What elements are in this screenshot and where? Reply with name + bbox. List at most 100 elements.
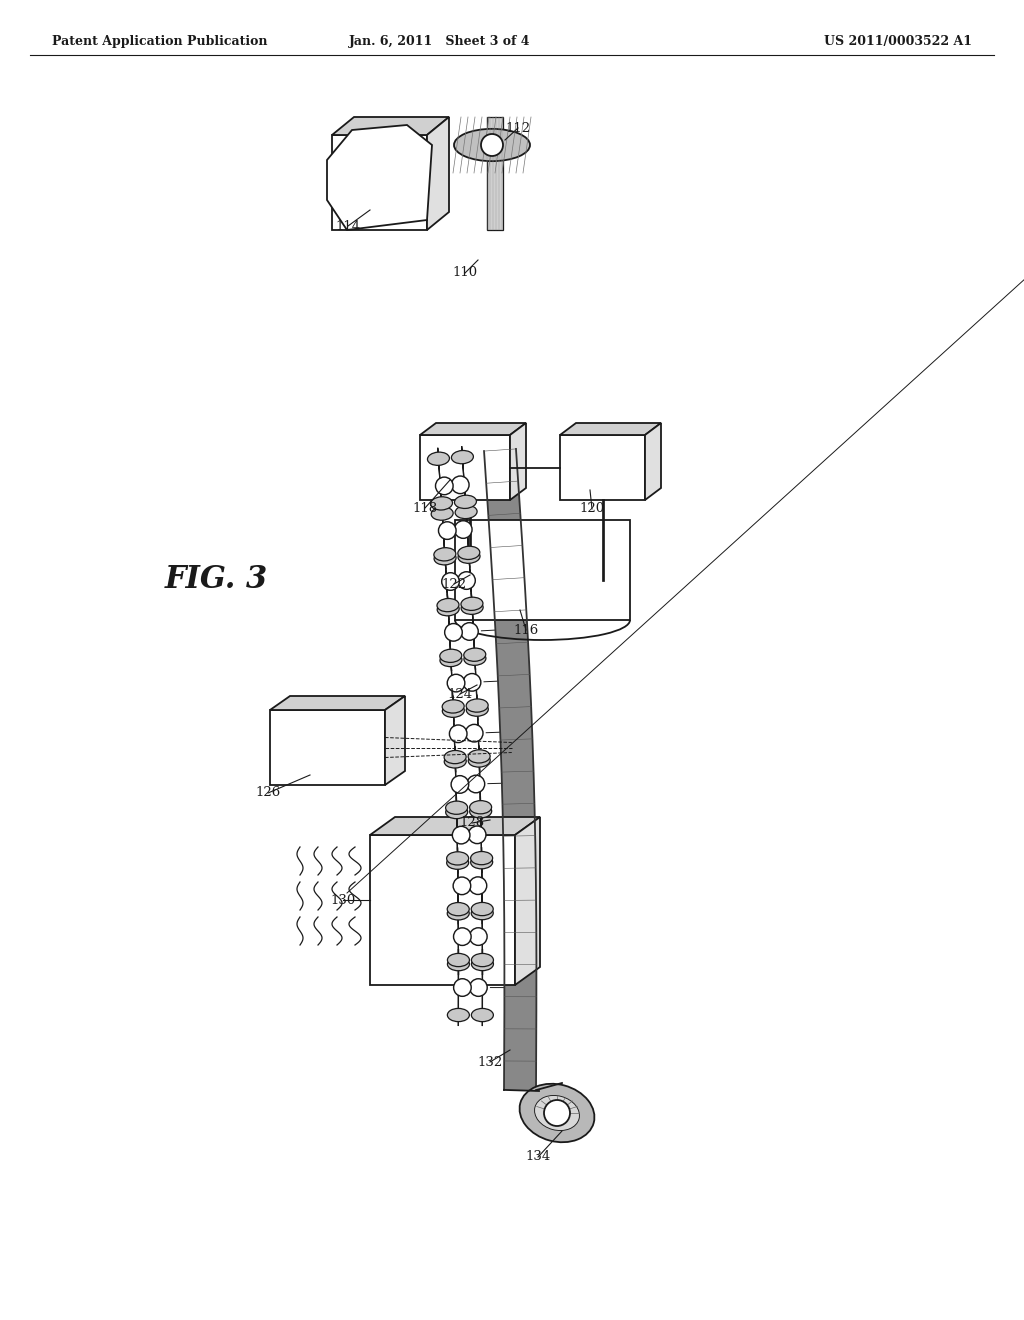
Ellipse shape bbox=[437, 603, 459, 616]
Ellipse shape bbox=[454, 129, 530, 161]
Polygon shape bbox=[370, 836, 515, 985]
Polygon shape bbox=[515, 817, 540, 985]
Ellipse shape bbox=[470, 805, 492, 818]
Ellipse shape bbox=[464, 648, 485, 661]
Ellipse shape bbox=[464, 652, 486, 665]
Circle shape bbox=[463, 673, 481, 692]
Ellipse shape bbox=[471, 855, 493, 869]
Polygon shape bbox=[332, 117, 449, 135]
Polygon shape bbox=[332, 135, 427, 230]
Ellipse shape bbox=[447, 953, 469, 966]
Text: FIG. 3: FIG. 3 bbox=[165, 565, 268, 595]
Ellipse shape bbox=[437, 598, 459, 611]
Polygon shape bbox=[451, 644, 454, 722]
Ellipse shape bbox=[466, 698, 488, 713]
Polygon shape bbox=[420, 422, 526, 436]
Text: 124: 124 bbox=[447, 688, 472, 701]
Ellipse shape bbox=[430, 496, 453, 510]
Circle shape bbox=[444, 623, 462, 642]
Ellipse shape bbox=[439, 649, 462, 663]
Ellipse shape bbox=[447, 907, 469, 920]
Polygon shape bbox=[510, 422, 526, 500]
Ellipse shape bbox=[440, 653, 462, 667]
Text: 134: 134 bbox=[525, 1151, 551, 1163]
Text: 110: 110 bbox=[453, 267, 477, 280]
Text: 122: 122 bbox=[441, 578, 467, 590]
Circle shape bbox=[470, 978, 487, 997]
Ellipse shape bbox=[466, 704, 488, 717]
Ellipse shape bbox=[468, 754, 490, 767]
Polygon shape bbox=[385, 696, 406, 785]
Text: 114: 114 bbox=[336, 219, 360, 232]
Text: US 2011/0003522 A1: US 2011/0003522 A1 bbox=[824, 36, 972, 48]
Polygon shape bbox=[453, 696, 456, 772]
Polygon shape bbox=[474, 644, 478, 721]
Ellipse shape bbox=[442, 704, 464, 717]
Circle shape bbox=[454, 928, 471, 945]
Text: 112: 112 bbox=[506, 121, 530, 135]
Ellipse shape bbox=[471, 851, 493, 865]
Ellipse shape bbox=[444, 751, 466, 764]
Ellipse shape bbox=[434, 548, 456, 561]
Text: Patent Application Publication: Patent Application Publication bbox=[52, 36, 267, 48]
Circle shape bbox=[468, 826, 486, 843]
Polygon shape bbox=[455, 520, 630, 620]
Ellipse shape bbox=[442, 700, 464, 713]
Ellipse shape bbox=[446, 857, 469, 870]
Ellipse shape bbox=[455, 506, 477, 519]
Polygon shape bbox=[427, 117, 449, 230]
Ellipse shape bbox=[471, 953, 494, 966]
Text: 120: 120 bbox=[580, 503, 604, 516]
Polygon shape bbox=[327, 125, 432, 230]
Circle shape bbox=[450, 725, 467, 743]
Polygon shape bbox=[480, 796, 482, 874]
Polygon shape bbox=[462, 446, 467, 523]
Polygon shape bbox=[444, 544, 449, 620]
Text: 126: 126 bbox=[255, 787, 281, 800]
Ellipse shape bbox=[461, 601, 483, 614]
Ellipse shape bbox=[455, 495, 476, 508]
Polygon shape bbox=[560, 436, 645, 500]
Ellipse shape bbox=[470, 801, 492, 814]
Ellipse shape bbox=[471, 957, 494, 970]
Ellipse shape bbox=[447, 957, 469, 970]
Ellipse shape bbox=[447, 903, 469, 916]
Ellipse shape bbox=[431, 507, 454, 520]
Circle shape bbox=[467, 775, 484, 793]
Circle shape bbox=[544, 1100, 570, 1126]
Circle shape bbox=[469, 876, 486, 895]
Ellipse shape bbox=[461, 597, 483, 610]
Polygon shape bbox=[468, 543, 473, 619]
Polygon shape bbox=[440, 492, 445, 569]
Polygon shape bbox=[420, 436, 510, 500]
Text: 116: 116 bbox=[513, 623, 539, 636]
Polygon shape bbox=[370, 817, 540, 836]
Text: 132: 132 bbox=[477, 1056, 503, 1068]
Ellipse shape bbox=[434, 552, 456, 565]
Ellipse shape bbox=[468, 750, 490, 763]
Circle shape bbox=[452, 477, 469, 494]
Circle shape bbox=[470, 928, 487, 945]
Circle shape bbox=[447, 675, 465, 692]
Ellipse shape bbox=[445, 805, 468, 818]
Ellipse shape bbox=[445, 801, 468, 814]
Text: 128: 128 bbox=[460, 817, 484, 829]
Polygon shape bbox=[477, 694, 479, 771]
Polygon shape bbox=[484, 449, 537, 1090]
Polygon shape bbox=[457, 797, 458, 874]
Polygon shape bbox=[487, 117, 503, 230]
Circle shape bbox=[438, 521, 456, 540]
Polygon shape bbox=[270, 710, 385, 785]
Polygon shape bbox=[471, 593, 475, 669]
Ellipse shape bbox=[444, 755, 466, 768]
Polygon shape bbox=[437, 447, 443, 524]
Polygon shape bbox=[645, 422, 662, 500]
Circle shape bbox=[452, 776, 469, 793]
Polygon shape bbox=[479, 746, 481, 822]
Ellipse shape bbox=[458, 550, 480, 564]
Circle shape bbox=[455, 520, 472, 539]
Polygon shape bbox=[560, 422, 662, 436]
Ellipse shape bbox=[519, 1084, 595, 1142]
Polygon shape bbox=[447, 594, 452, 671]
Circle shape bbox=[454, 978, 471, 997]
